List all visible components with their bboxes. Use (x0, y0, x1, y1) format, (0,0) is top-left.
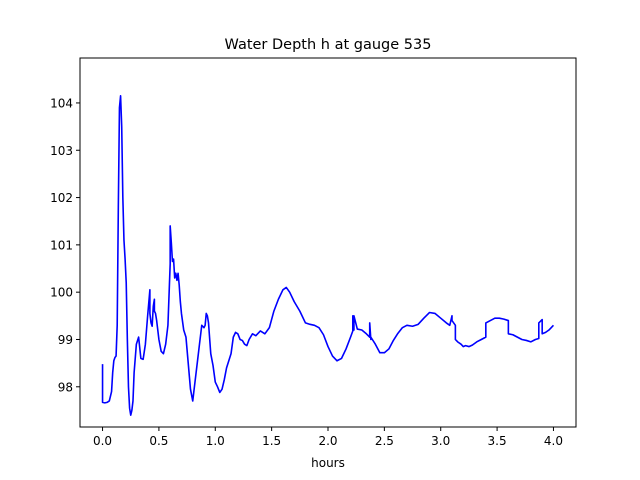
x-tick-label: 1.0 (206, 434, 225, 448)
plot-area (101, 95, 555, 416)
axes-frame (79, 57, 577, 428)
y-tick-label: 101 (50, 238, 73, 252)
y-tick-label: 104 (50, 96, 73, 110)
x-axis-ticks: 0.0 0.5 1.0 1.5 2.0 2.5 3.0 3.5 4.0 (93, 427, 563, 448)
y-tick-label: 102 (50, 191, 73, 205)
x-tick-label: 4.0 (544, 434, 563, 448)
x-tick-label: 2.5 (375, 434, 394, 448)
y-tick-label: 98 (58, 380, 73, 394)
y-axis-ticks: 98 99 100 101 102 103 104 (50, 96, 80, 394)
x-tick-label: 0.0 (93, 434, 112, 448)
x-tick-label: 3.5 (488, 434, 507, 448)
x-tick-label: 1.5 (262, 434, 281, 448)
y-tick-label: 103 (50, 144, 73, 158)
x-tick-label: 3.0 (431, 434, 450, 448)
y-tick-label: 100 (50, 286, 73, 300)
y-tick-label: 99 (58, 333, 73, 347)
x-tick-label: 2.0 (318, 434, 337, 448)
chart-title: Water Depth h at gauge 535 (225, 37, 432, 53)
x-tick-label: 0.5 (149, 434, 168, 448)
x-axis-label: hours (311, 456, 345, 470)
series-line-0 (101, 95, 555, 416)
